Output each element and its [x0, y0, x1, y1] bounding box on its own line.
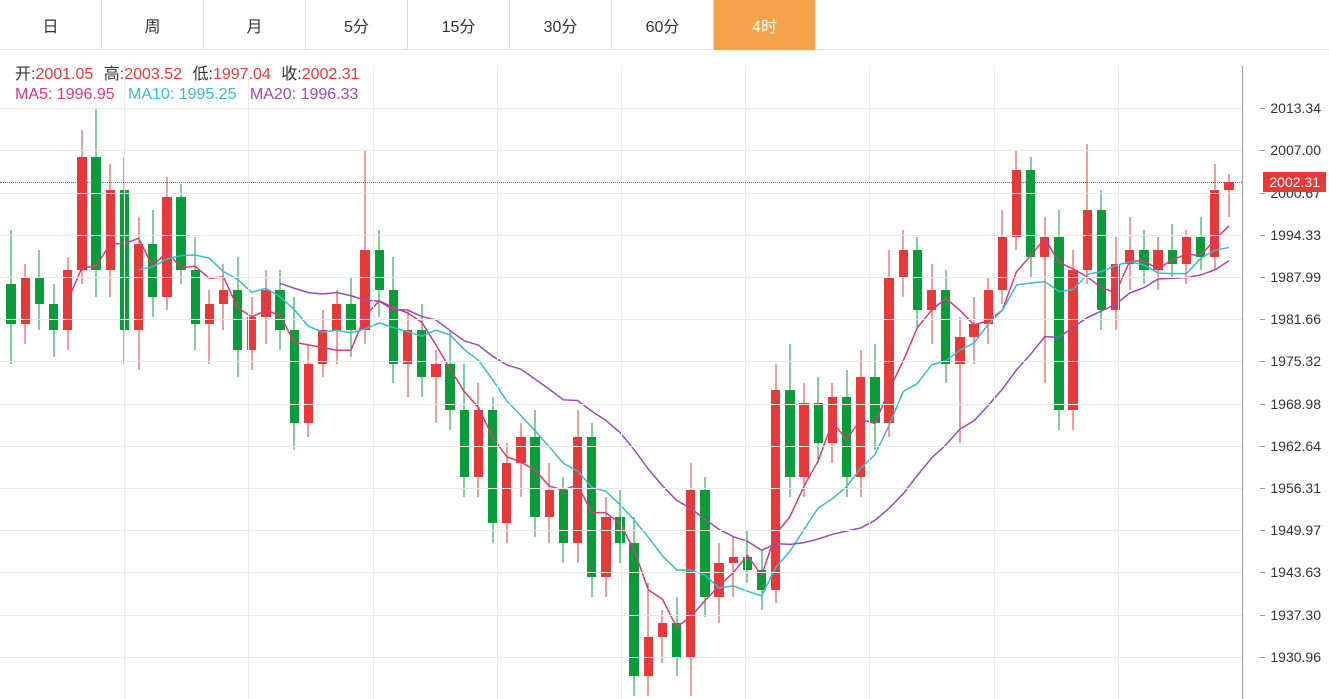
y-tick: 1975.32	[1270, 353, 1321, 369]
v-gridline	[745, 66, 746, 699]
y-tick: 1943.63	[1270, 564, 1321, 580]
tab-5分[interactable]: 5分	[306, 0, 408, 50]
y-tick: 1981.66	[1270, 311, 1321, 327]
y-tick: 1949.97	[1270, 522, 1321, 538]
ma10-line	[139, 247, 1229, 595]
y-tick: 2013.34	[1270, 100, 1321, 116]
v-gridline	[1118, 66, 1119, 699]
y-tick: 1968.98	[1270, 396, 1321, 412]
timeframe-tabs: 日周月5分15分30分60分4时	[0, 0, 1329, 50]
y-tick: 1987.99	[1270, 269, 1321, 285]
y-tick: 1930.96	[1270, 649, 1321, 665]
v-gridline	[869, 66, 870, 699]
y-tick: 1937.30	[1270, 607, 1321, 623]
y-tick: 1994.33	[1270, 227, 1321, 243]
v-gridline	[621, 66, 622, 699]
tab-周[interactable]: 周	[102, 0, 204, 50]
v-gridline	[248, 66, 249, 699]
tab-30分[interactable]: 30分	[510, 0, 612, 50]
current-price-line	[0, 182, 1242, 183]
chart-container: { "tabs": [ {"label": "日", "active": fal…	[0, 0, 1329, 699]
y-tick: 2007.00	[1270, 142, 1321, 158]
ma5-line	[68, 226, 1229, 627]
tab-日[interactable]: 日	[0, 0, 102, 50]
tab-4时[interactable]: 4时	[714, 0, 816, 50]
tab-15分[interactable]: 15分	[408, 0, 510, 50]
current-price-badge: 2002.31	[1263, 172, 1326, 192]
v-gridline	[373, 66, 374, 699]
tab-60分[interactable]: 60分	[612, 0, 714, 50]
v-gridline	[124, 66, 125, 699]
v-gridline	[497, 66, 498, 699]
y-tick: 1962.64	[1270, 438, 1321, 454]
v-gridline	[994, 66, 995, 699]
tab-月[interactable]: 月	[204, 0, 306, 50]
y-axis: 2013.342007.002000.671994.331987.991981.…	[1242, 66, 1329, 699]
y-tick: 1956.31	[1270, 480, 1321, 496]
ma20-line	[280, 261, 1229, 550]
